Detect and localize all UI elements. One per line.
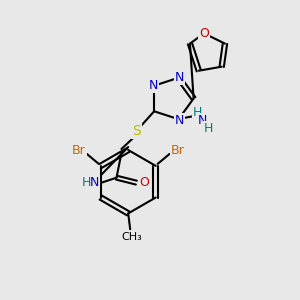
Text: N: N: [175, 114, 184, 127]
Text: O: O: [139, 176, 149, 189]
Text: Br: Br: [72, 143, 86, 157]
Text: N: N: [90, 176, 99, 189]
Text: O: O: [199, 27, 209, 40]
Text: S: S: [132, 124, 141, 138]
Text: N: N: [148, 79, 158, 92]
Text: H: H: [193, 106, 202, 119]
Text: Br: Br: [171, 143, 184, 157]
Text: H: H: [82, 176, 92, 189]
Text: CH₃: CH₃: [122, 232, 142, 242]
Text: N: N: [175, 71, 184, 84]
Text: N: N: [198, 114, 207, 127]
Text: H: H: [204, 122, 213, 135]
